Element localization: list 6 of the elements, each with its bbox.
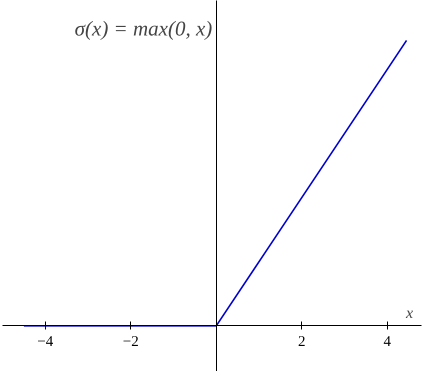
x-tick-label: −2: [122, 334, 139, 350]
y-axis-title: σ(x) = max(0, x): [74, 16, 212, 40]
x-tick-label: 4: [384, 334, 392, 350]
x-tick-label: −4: [37, 334, 54, 350]
x-tick-label: 2: [298, 334, 306, 350]
x-axis-title: x: [404, 304, 414, 322]
